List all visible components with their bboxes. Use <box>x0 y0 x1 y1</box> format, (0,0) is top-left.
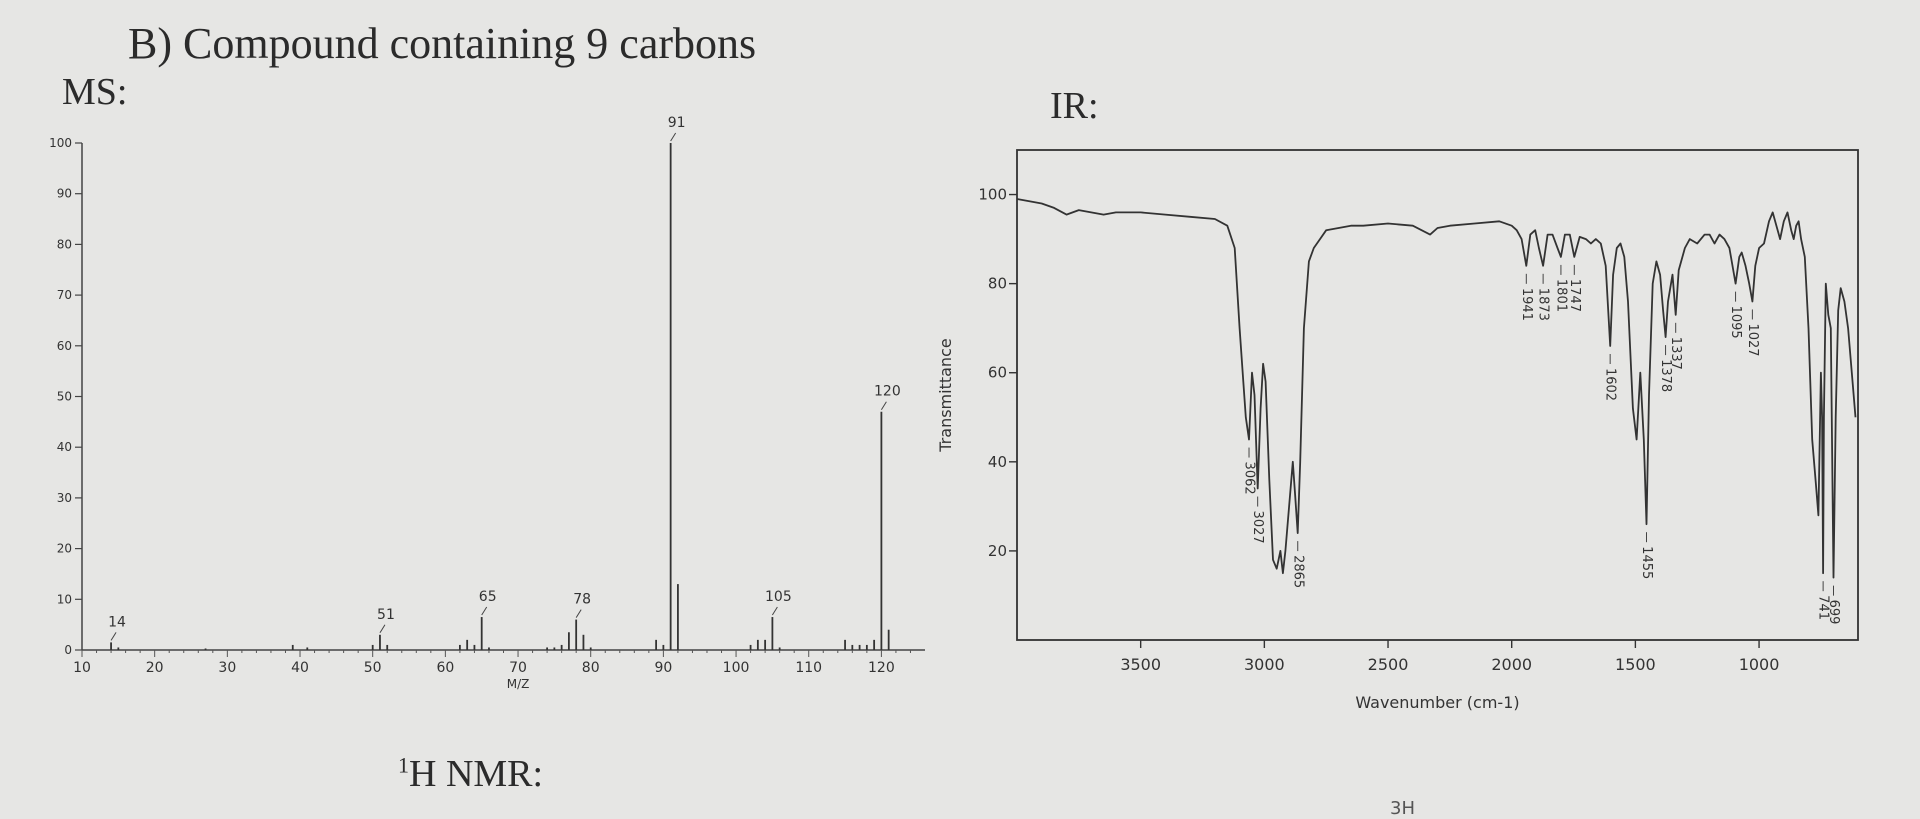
nmr-label-superscript: 1 <box>398 752 409 778</box>
ms-peak-label-leader <box>379 624 386 634</box>
ir-y-axis-label: Transmittance <box>936 338 955 452</box>
ms-peak-label-leader <box>771 606 778 616</box>
ms-y-tick-label: 90 <box>57 187 72 201</box>
ir-spectrum-chart: 20 40 60 80 100 3500 3000 2500 2000 1500 1000 Waven… <box>936 149 1859 712</box>
ir-x-tick-label: 3000 <box>1244 655 1285 674</box>
ir-x-tick-label: 2000 <box>1491 655 1532 674</box>
ir-x-tick-label: 3500 <box>1120 655 1161 674</box>
ms-y-tick-label: 50 <box>57 390 72 404</box>
ms-y-tick-label: 80 <box>57 237 72 251</box>
ms-peak-label: 120 <box>874 384 901 400</box>
ms-x-axis-label: M/Z <box>507 677 530 691</box>
nmr-section-label: 1H NMR: <box>398 752 543 796</box>
ms-peak-label-leader <box>110 632 117 641</box>
ir-spectrum-line <box>1016 198 1857 579</box>
ms-peak-label-leader <box>880 401 887 410</box>
ms-x-tick-label: 10 <box>73 660 91 676</box>
ms-section-label: MS: <box>62 71 128 113</box>
ir-x-tick-label: 1500 <box>1615 655 1656 674</box>
ir-y-tick-label: 40 <box>988 453 1007 471</box>
ms-peak-label: 51 <box>377 607 395 623</box>
ir-y-tick-label: 20 <box>988 542 1007 560</box>
ir-annotation-label: 3027 <box>1250 511 1265 544</box>
ir-annotation-label: 1747 <box>1567 279 1582 312</box>
ms-x-tick-label: 90 <box>654 660 672 676</box>
ir-x-tick-label: 2500 <box>1368 655 1409 674</box>
ir-annotation-label: 741 <box>1816 595 1831 620</box>
ir-y-tick-label: 100 <box>978 186 1007 204</box>
ms-x-tick-label: 70 <box>509 660 527 676</box>
ms-peak-label: 14 <box>108 614 126 630</box>
ms-peak-label-leader <box>670 132 677 142</box>
ms-y-tick-label: 100 <box>49 136 72 150</box>
ir-annotation-label: 1873 <box>1536 288 1551 321</box>
ms-x-tick-label: 40 <box>291 660 309 676</box>
ir-annotation-label: 1027 <box>1745 323 1760 356</box>
ms-x-tick-label: 50 <box>364 660 382 676</box>
ms-x-tick-label: 60 <box>436 660 454 676</box>
ms-x-tick-label: 100 <box>723 660 750 676</box>
ms-x-tick-label: 110 <box>795 660 822 676</box>
ms-peak-label: 65 <box>479 589 497 605</box>
ms-peak-label-leader <box>481 606 488 616</box>
nmr-label-text: H NMR: <box>409 753 544 795</box>
ms-y-tick-label: 30 <box>57 491 72 505</box>
ms-y-tick-label: 70 <box>57 288 72 302</box>
ir-annotation-label: 1455 <box>1639 546 1654 579</box>
ms-peak-label: 78 <box>573 592 591 608</box>
ir-section-label: IR: <box>1050 85 1099 127</box>
ms-peak-label-leader <box>575 609 582 618</box>
ms-x-tick-label: 30 <box>218 660 236 676</box>
ir-y-tick-label: 80 <box>988 275 1007 293</box>
ms-peak-label: 91 <box>668 115 686 131</box>
compound-heading: B) Compound containing 9 carbons <box>128 19 757 68</box>
ir-plot-frame <box>1016 149 1859 641</box>
ir-annotation-label: 1337 <box>1668 337 1683 370</box>
ir-annotation-label: 1941 <box>1519 288 1534 321</box>
ir-annotation-label: 2865 <box>1290 555 1305 588</box>
ms-x-tick-label: 80 <box>582 660 600 676</box>
ir-annotation-label: 1378 <box>1658 359 1673 392</box>
ms-peak-label: 105 <box>765 589 792 605</box>
ir-annotation-label: 1801 <box>1553 279 1568 312</box>
nmr-integration-fragment: 3H <box>1390 798 1415 819</box>
ir-annotation-label: 699 <box>1826 600 1841 625</box>
ms-x-tick-label: 120 <box>868 660 895 676</box>
ir-annotation-label: 1602 <box>1603 368 1618 401</box>
ir-annotation-label: 1095 <box>1728 306 1743 339</box>
ms-y-tick-label: 40 <box>57 440 72 454</box>
ir-y-tick-label: 60 <box>988 364 1007 382</box>
ms-x-tick-label: 20 <box>146 660 164 676</box>
ms-y-tick-label: 0 <box>64 643 72 657</box>
ms-y-tick-label: 10 <box>57 592 72 606</box>
ir-x-axis-label: Wavenumber (cm-1) <box>1355 693 1519 712</box>
ms-y-tick-label: 20 <box>57 542 72 556</box>
ir-annotation-label: 3062 <box>1242 462 1257 495</box>
ms-y-tick-label: 60 <box>57 339 72 353</box>
ir-x-tick-label: 1000 <box>1739 655 1780 674</box>
